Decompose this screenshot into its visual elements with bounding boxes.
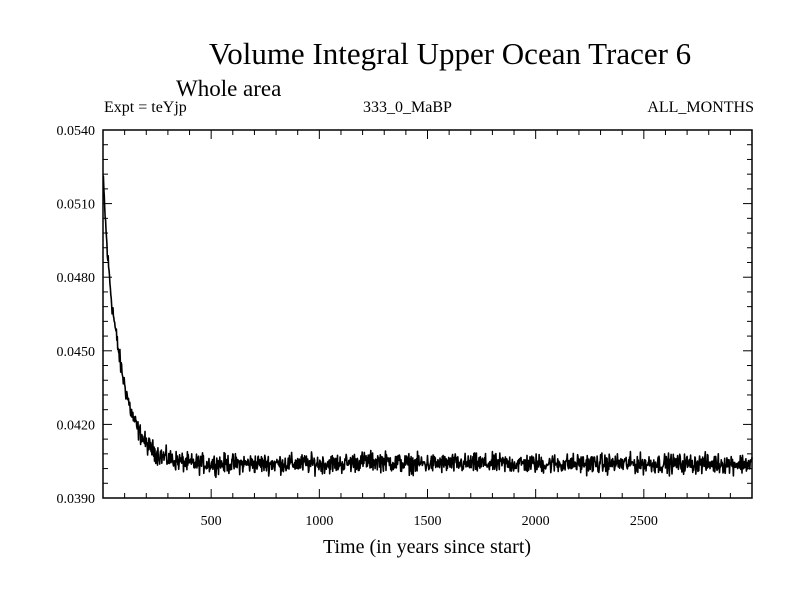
x-tick-label: 2000 bbox=[522, 514, 550, 529]
x-tick-label: 1500 bbox=[414, 514, 442, 529]
y-tick-label: 0.0390 bbox=[57, 492, 96, 507]
months-label: ALL_MONTHS bbox=[647, 99, 754, 116]
axis-ticks bbox=[103, 129, 752, 499]
x-tick-label: 2500 bbox=[630, 514, 658, 529]
y-tick-label: 0.0450 bbox=[57, 345, 96, 360]
x-tick-label: 1000 bbox=[305, 514, 333, 529]
chart-title: Volume Integral Upper Ocean Tracer 6 bbox=[208, 36, 692, 71]
y-tick-label: 0.0510 bbox=[57, 198, 96, 213]
x-axis-labels: 500 1000 1500 2000 2500 bbox=[201, 514, 658, 529]
y-tick-label: 0.0540 bbox=[57, 124, 96, 139]
experiment-label: Expt = teYjp bbox=[104, 99, 187, 116]
series-group bbox=[102, 175, 753, 479]
x-axis-title: Time (in years since start) bbox=[323, 536, 531, 558]
plot-frame bbox=[102, 129, 753, 499]
y-tick-label: 0.0420 bbox=[57, 418, 96, 433]
series-line-0 bbox=[102, 175, 753, 479]
y-tick-label: 0.0480 bbox=[57, 271, 96, 286]
period-label: 333_0_MaBP bbox=[363, 99, 452, 116]
x-tick-label: 500 bbox=[201, 514, 222, 529]
y-axis-labels: 0.0390 0.0420 0.0450 0.0480 0.0510 0.0540 bbox=[57, 124, 96, 507]
chart-subtitle: Whole area bbox=[176, 76, 282, 101]
